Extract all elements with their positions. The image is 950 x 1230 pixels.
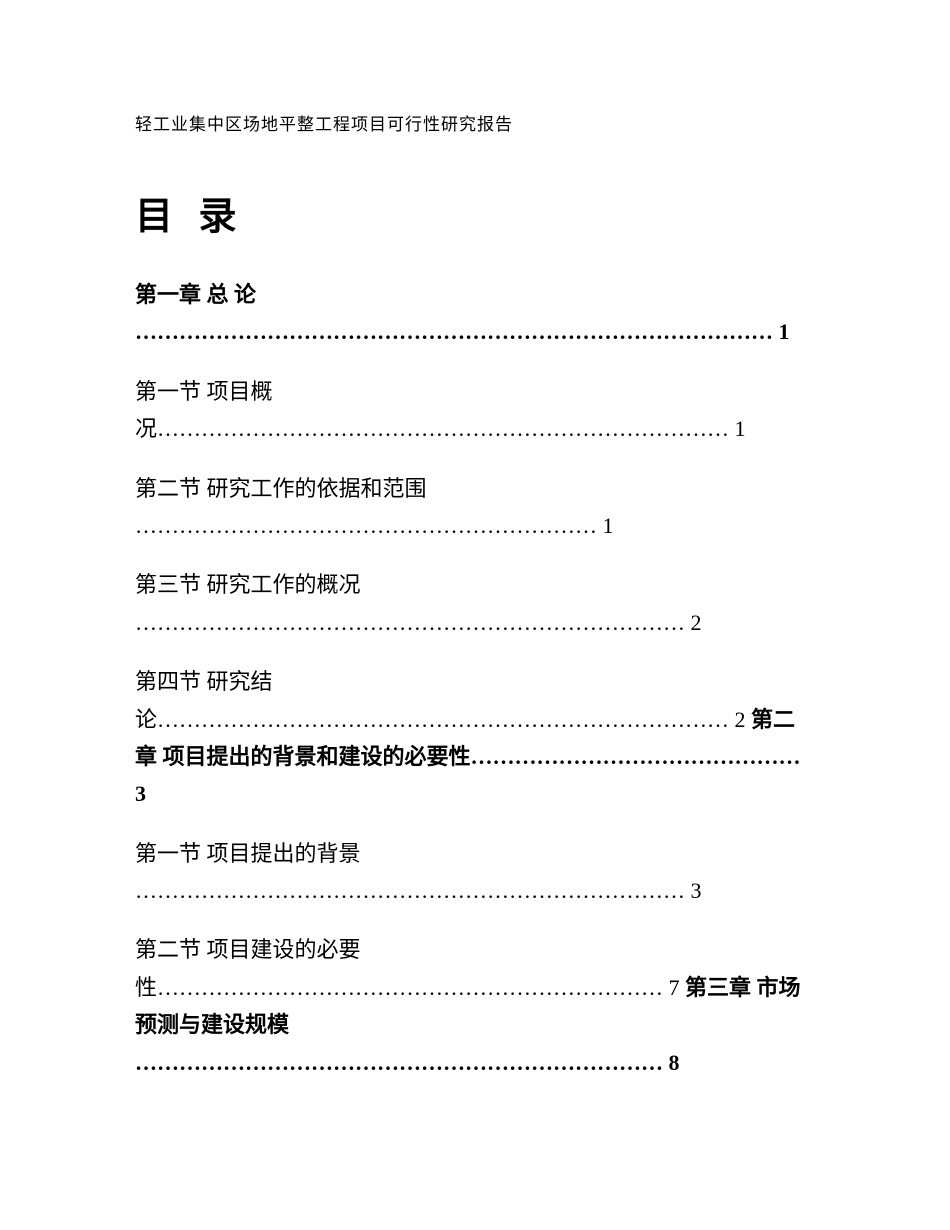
toc-entry: 第一节 项目概况…………………………………………………………………… 1 [135, 373, 815, 448]
toc-entry-text: 第四节 研究结论…………………………………………………………………… 2 [135, 669, 751, 731]
toc-entry: 第一节 项目提出的背景 ………………………………………………………………… 3 [135, 835, 815, 910]
toc-entry-text: 第二节 项目建设的必要性…………………………………………………………… 7 [135, 937, 685, 999]
toc-entry: 第四节 研究结论…………………………………………………………………… 2 第二章… [135, 663, 815, 813]
document-header-title: 轻工业集中区场地平整工程项目可行性研究报告 [135, 110, 815, 135]
toc-entry: 第二节 项目建设的必要性…………………………………………………………… 7 第三… [135, 931, 815, 1081]
toc-heading: 目 录 [135, 185, 815, 240]
toc-entry: 第三节 研究工作的概况 ………………………………………………………………… 2 [135, 566, 815, 641]
toc-entry: 第一章 总 论 …………………………………………………………………………… 1 [135, 276, 815, 351]
toc-entry: 第二节 研究工作的依据和范围 ……………………………………………………… 1 [135, 470, 815, 545]
